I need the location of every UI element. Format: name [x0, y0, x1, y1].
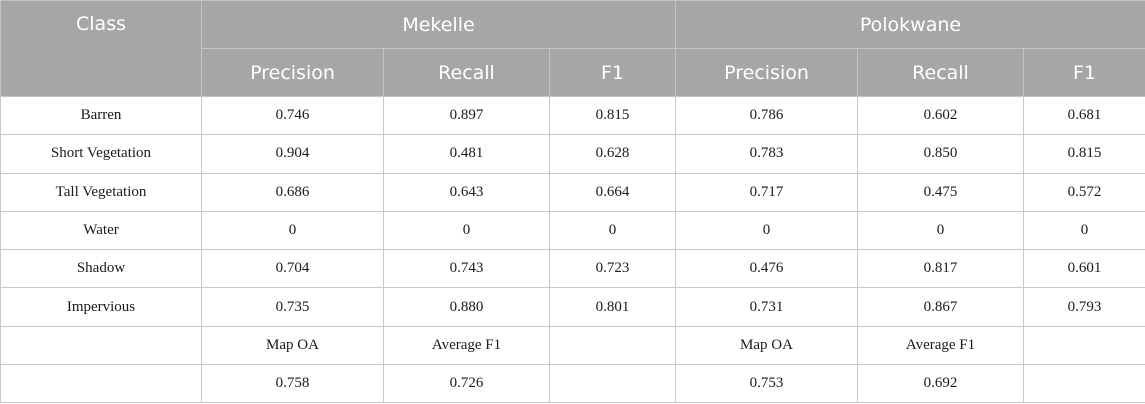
value-cell: 0 [549, 210, 676, 251]
value-cell: 0.758 [201, 364, 384, 404]
value-cell: 0.717 [675, 172, 858, 212]
value-cell: 0.735 [201, 287, 384, 327]
value-cell: 0.481 [383, 134, 550, 174]
group-header-polokwane: Polokwane [675, 0, 1145, 49]
value-cell: 0.815 [1023, 134, 1145, 174]
value-cell: 0 [1023, 210, 1145, 251]
value-cell: 0.664 [549, 172, 676, 212]
table-row: Water 0 0 0 0 0 0 [0, 210, 1145, 251]
table-row: Short Vegetation 0.904 0.481 0.628 0.783 0.85… [0, 134, 1145, 174]
value-cell [549, 364, 676, 404]
table-row: Shadow 0.704 0.743 0.723 0.476 0.817 0.601 [0, 249, 1145, 289]
value-cell [549, 325, 676, 366]
class-cell: Short Vegetation [0, 134, 202, 174]
value-cell: Map OA [201, 325, 384, 366]
value-cell: 0.704 [201, 249, 384, 289]
value-cell: 0.815 [549, 95, 676, 136]
value-cell: 0.880 [383, 287, 550, 327]
value-cell: 0 [383, 210, 550, 251]
value-cell: 0 [675, 210, 858, 251]
metric-header: F1 [1023, 48, 1145, 97]
value-cell: 0.867 [857, 287, 1024, 327]
group-header-mekelle: Mekelle [201, 0, 676, 49]
value-cell: 0.475 [857, 172, 1024, 212]
table-row: Impervious 0.735 0.880 0.801 0.731 0.867 0.793 [0, 287, 1145, 327]
value-cell: Average F1 [383, 325, 550, 366]
value-cell: 0.643 [383, 172, 550, 212]
metric-header: Precision [675, 48, 858, 97]
value-cell: 0.572 [1023, 172, 1145, 212]
value-cell: 0.628 [549, 134, 676, 174]
value-cell: 0.731 [675, 287, 858, 327]
table-row: Barren 0.746 0.897 0.815 0.786 0.602 0.681 [0, 95, 1145, 136]
value-cell: Average F1 [857, 325, 1024, 366]
value-cell: 0.686 [201, 172, 384, 212]
value-cell: 0 [857, 210, 1024, 251]
value-cell: 0.681 [1023, 95, 1145, 136]
table-body: Barren 0.746 0.897 0.815 0.786 0.602 0.681 Shor… [0, 95, 1145, 404]
metric-header: Precision [201, 48, 384, 97]
value-cell: 0.786 [675, 95, 858, 136]
class-cell [0, 364, 202, 404]
value-cell [1023, 364, 1145, 404]
value-cell: 0.723 [549, 249, 676, 289]
value-cell: 0.692 [857, 364, 1024, 404]
class-cell: Water [0, 210, 202, 251]
value-cell: 0.904 [201, 134, 384, 174]
metric-header: Recall [857, 48, 1024, 97]
value-cell: 0.743 [383, 249, 550, 289]
value-cell: 0.783 [675, 134, 858, 174]
value-cell: 0.476 [675, 249, 858, 289]
value-cell: 0.601 [1023, 249, 1145, 289]
value-cell: 0.746 [201, 95, 384, 136]
table-row: Tall Vegetation 0.686 0.643 0.664 0.717 0.475… [0, 172, 1145, 212]
value-cell: 0.602 [857, 95, 1024, 136]
table-row: 0.758 0.726 0.753 0.692 [0, 364, 1145, 404]
value-cell [1023, 325, 1145, 366]
value-cell: 0.897 [383, 95, 550, 136]
value-cell: Map OA [675, 325, 858, 366]
class-header: Class [0, 0, 202, 97]
class-cell [0, 325, 202, 366]
value-cell: 0.753 [675, 364, 858, 404]
value-cell: 0.801 [549, 287, 676, 327]
class-cell: Shadow [0, 249, 202, 289]
value-cell: 0.850 [857, 134, 1024, 174]
class-cell: Impervious [0, 287, 202, 327]
value-cell: 0.793 [1023, 287, 1145, 327]
metric-header: F1 [549, 48, 676, 97]
value-cell: 0.817 [857, 249, 1024, 289]
class-cell: Tall Vegetation [0, 172, 202, 212]
value-cell: 0 [201, 210, 384, 251]
metric-header: Recall [383, 48, 550, 97]
value-cell: 0.726 [383, 364, 550, 404]
class-cell: Barren [0, 95, 202, 136]
table-row: Map OA Average F1 Map OA Average F1 [0, 325, 1145, 366]
